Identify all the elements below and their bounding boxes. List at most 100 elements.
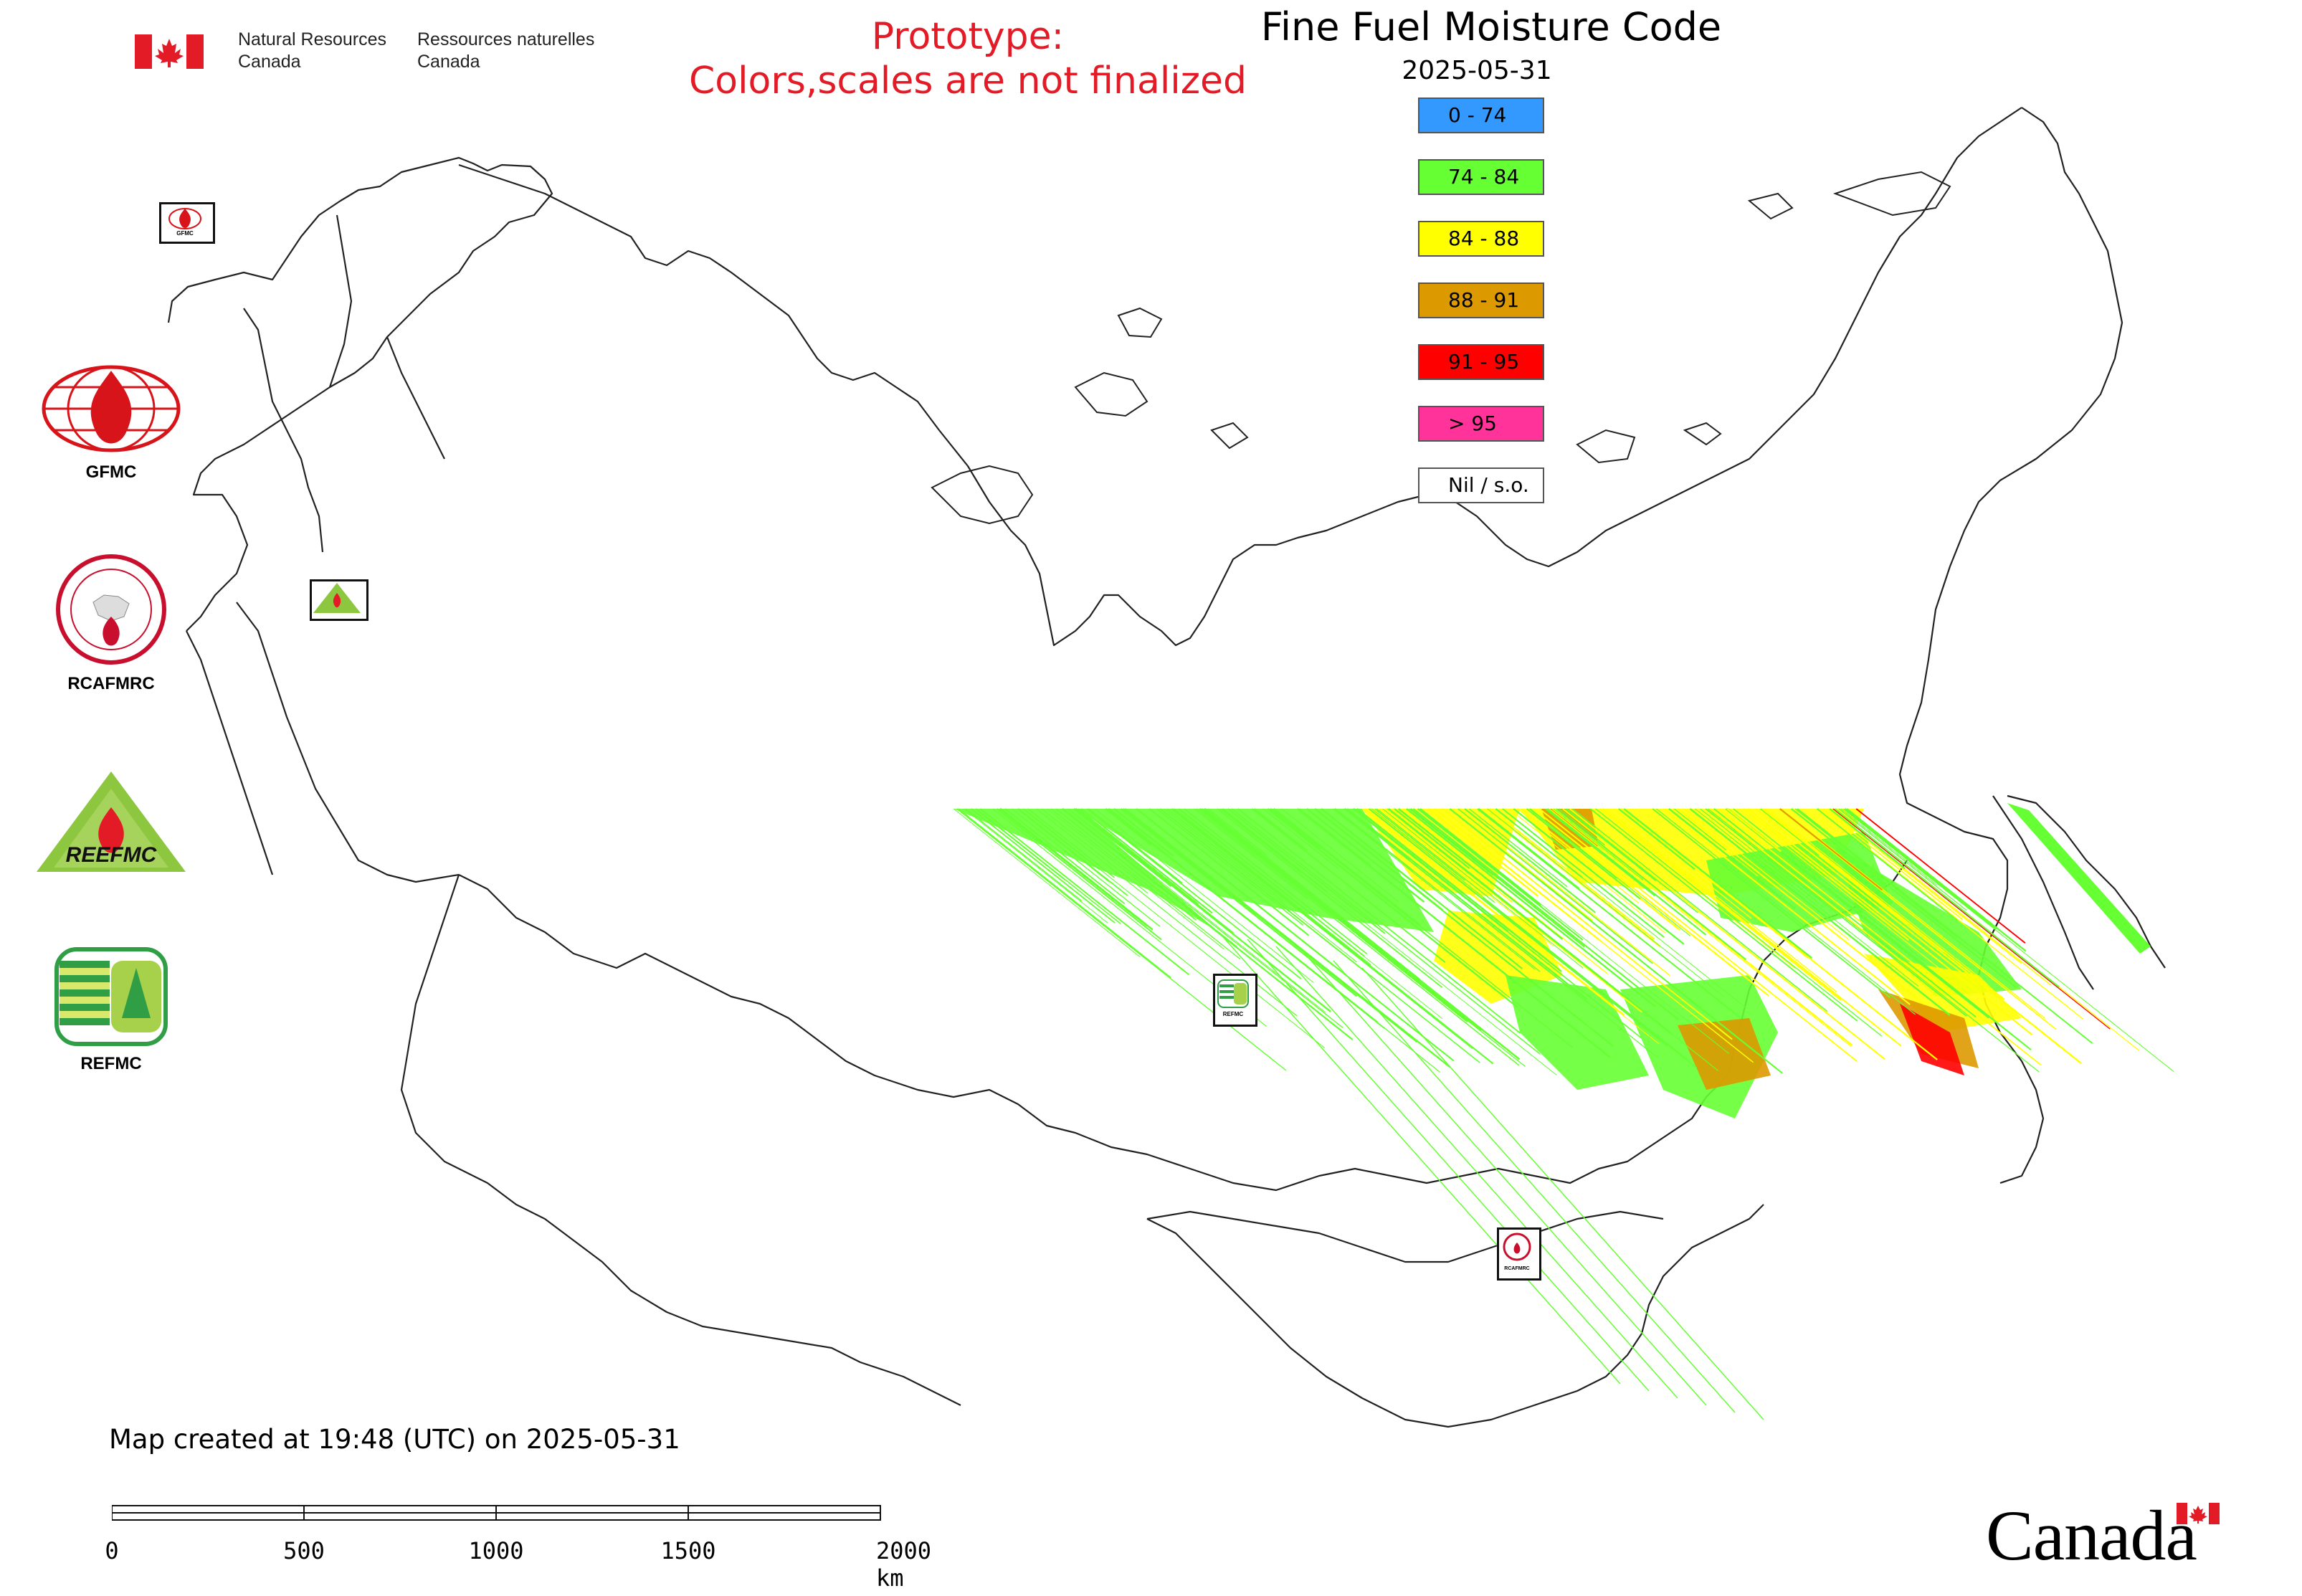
- gfmc-marker-icon: GFMC: [168, 208, 201, 237]
- swath-streak: [1281, 808, 1399, 903]
- swath-streak: [1816, 808, 1959, 921]
- swath-streak: [1363, 808, 1660, 1045]
- swath-streak: [1184, 808, 1368, 955]
- canada-wordmark-flag-icon: [2177, 1503, 2220, 1524]
- legend-item-3: 88 - 91: [1418, 282, 1544, 318]
- reefmc-emblem-icon: [37, 771, 186, 872]
- swath-streak: [1764, 808, 2005, 1001]
- swath-streak: [1217, 808, 1443, 988]
- swath-streak: [1382, 808, 1584, 969]
- swath-streak: [1078, 808, 1199, 905]
- swath-streak: [1743, 808, 1909, 941]
- swath-streak: [1705, 808, 1967, 1017]
- swath-streak: [1095, 808, 1314, 983]
- swath-streak: [1434, 808, 1754, 1063]
- swath-streak: [1526, 808, 1641, 900]
- scale-label-0: 0: [105, 1537, 119, 1564]
- swath-streak: [971, 808, 1116, 923]
- swath-streak: [1105, 808, 1152, 846]
- swath-streak: [1464, 808, 1596, 913]
- swath-streak: [1399, 808, 1609, 974]
- swath-streak: [1621, 808, 1938, 1060]
- gfmc-logo: GFMC: [29, 362, 194, 483]
- swath-streak: [1449, 808, 1783, 1074]
- swath-streak: [1041, 808, 1148, 894]
- refmc-label: REFMC: [80, 1054, 142, 1073]
- swath-streak: [1417, 808, 1584, 941]
- swath-streak: [1760, 808, 1820, 856]
- swath-streak: [1708, 808, 2040, 1073]
- swath-streak: [1017, 808, 1128, 896]
- reefmc-map-marker[interactable]: [310, 579, 368, 621]
- swath-streak: [1791, 808, 2017, 989]
- swath-streak: [1075, 808, 1125, 848]
- swath-streak: [1067, 808, 1343, 1028]
- gfmc-emblem-icon: [42, 365, 181, 452]
- swath-streak: [1818, 808, 2084, 1020]
- swath-streak: [1571, 808, 1828, 1012]
- rcafmrc-logo: RCAFMRC: [29, 552, 194, 694]
- swath-streak: [1840, 808, 1938, 886]
- swath-streak: [1270, 808, 1321, 850]
- swath-streak: [953, 808, 1141, 958]
- swath-long-streak: [1247, 939, 1650, 1392]
- agency-name-fr: Ressources naturelles Canada: [417, 29, 594, 73]
- swath-streak: [1316, 808, 1440, 908]
- gfmc-marker-label: GFMC: [176, 230, 194, 237]
- swath-streak: [1544, 808, 1655, 897]
- rcafmrc-marker-icon: RCAFMRC: [1503, 1232, 1531, 1271]
- gfmc-map-marker[interactable]: GFMC: [159, 202, 215, 244]
- swath-streak: [1846, 808, 2027, 952]
- swath-streak: [1755, 808, 1838, 875]
- swath-streak: [1763, 808, 1944, 953]
- swath-streak: [1827, 808, 2022, 964]
- refmc-emblem-icon: [54, 947, 168, 1046]
- swath-streak: [1120, 808, 1358, 997]
- swath-streak: [1086, 808, 1302, 979]
- swath-streak: [1148, 808, 1309, 936]
- legend-item-5: > 95: [1418, 406, 1544, 442]
- swath-streak: [1201, 808, 1300, 887]
- reefmc-marker-icon: [313, 583, 361, 613]
- swath-streak: [1272, 808, 1574, 1048]
- swath-streak: [1695, 808, 1919, 987]
- swath-streak: [1251, 808, 1446, 963]
- agency-fr-line1: Ressources naturelles: [417, 29, 595, 49]
- swath-streak: [1468, 808, 1568, 888]
- swath-streak: [1004, 808, 1126, 905]
- legend-item-0: 0 - 74: [1418, 98, 1544, 133]
- rcafmrc-map-marker[interactable]: RCAFMRC: [1497, 1227, 1541, 1281]
- swath-streak: [1549, 808, 1597, 847]
- swath-streak: [1273, 808, 1421, 926]
- swath-streak: [1838, 808, 1967, 911]
- refmc-map-marker[interactable]: REFMC: [1213, 974, 1257, 1027]
- map-title: Fine Fuel Moisture Code: [1260, 4, 1722, 49]
- country-borders: [167, 107, 2166, 1428]
- legend-item-6: Nil / s.o.: [1418, 467, 1544, 503]
- swath-streak: [1306, 808, 1425, 903]
- swath-streak: [1521, 808, 1592, 865]
- swath-streak: [1709, 808, 1930, 984]
- swath-streak: [1538, 808, 1858, 1063]
- swath-streak: [1222, 808, 1328, 893]
- reefmc-logo: REEFMC: [29, 767, 194, 872]
- swath-streak: [1398, 808, 1564, 940]
- swath-streak: [975, 808, 1121, 925]
- swath-streak: [1410, 808, 1585, 948]
- swath-streak: [1371, 808, 1688, 1060]
- swath-streak: [1613, 808, 1752, 919]
- swath-streak: [1842, 808, 2174, 1073]
- prototype-notice: Prototype: Colors,scales are not finaliz…: [645, 14, 1290, 103]
- agency-en-line2: Canada: [238, 52, 301, 72]
- rcafmrc-emblem-icon: [56, 554, 166, 665]
- swath-long-streak: [1304, 953, 1707, 1406]
- swath-streak: [1844, 808, 1997, 930]
- swath-streak: [1528, 808, 1617, 879]
- swath-streak: [1855, 808, 2026, 944]
- ffmc-swath-fill: [953, 803, 2174, 1420]
- swath-streak: [1237, 808, 1521, 1034]
- swath-streak: [1050, 808, 1241, 960]
- swath-streak: [1160, 808, 1480, 1063]
- swath-streak: [1829, 808, 1906, 870]
- reefmc-label: REEFMC: [65, 843, 157, 867]
